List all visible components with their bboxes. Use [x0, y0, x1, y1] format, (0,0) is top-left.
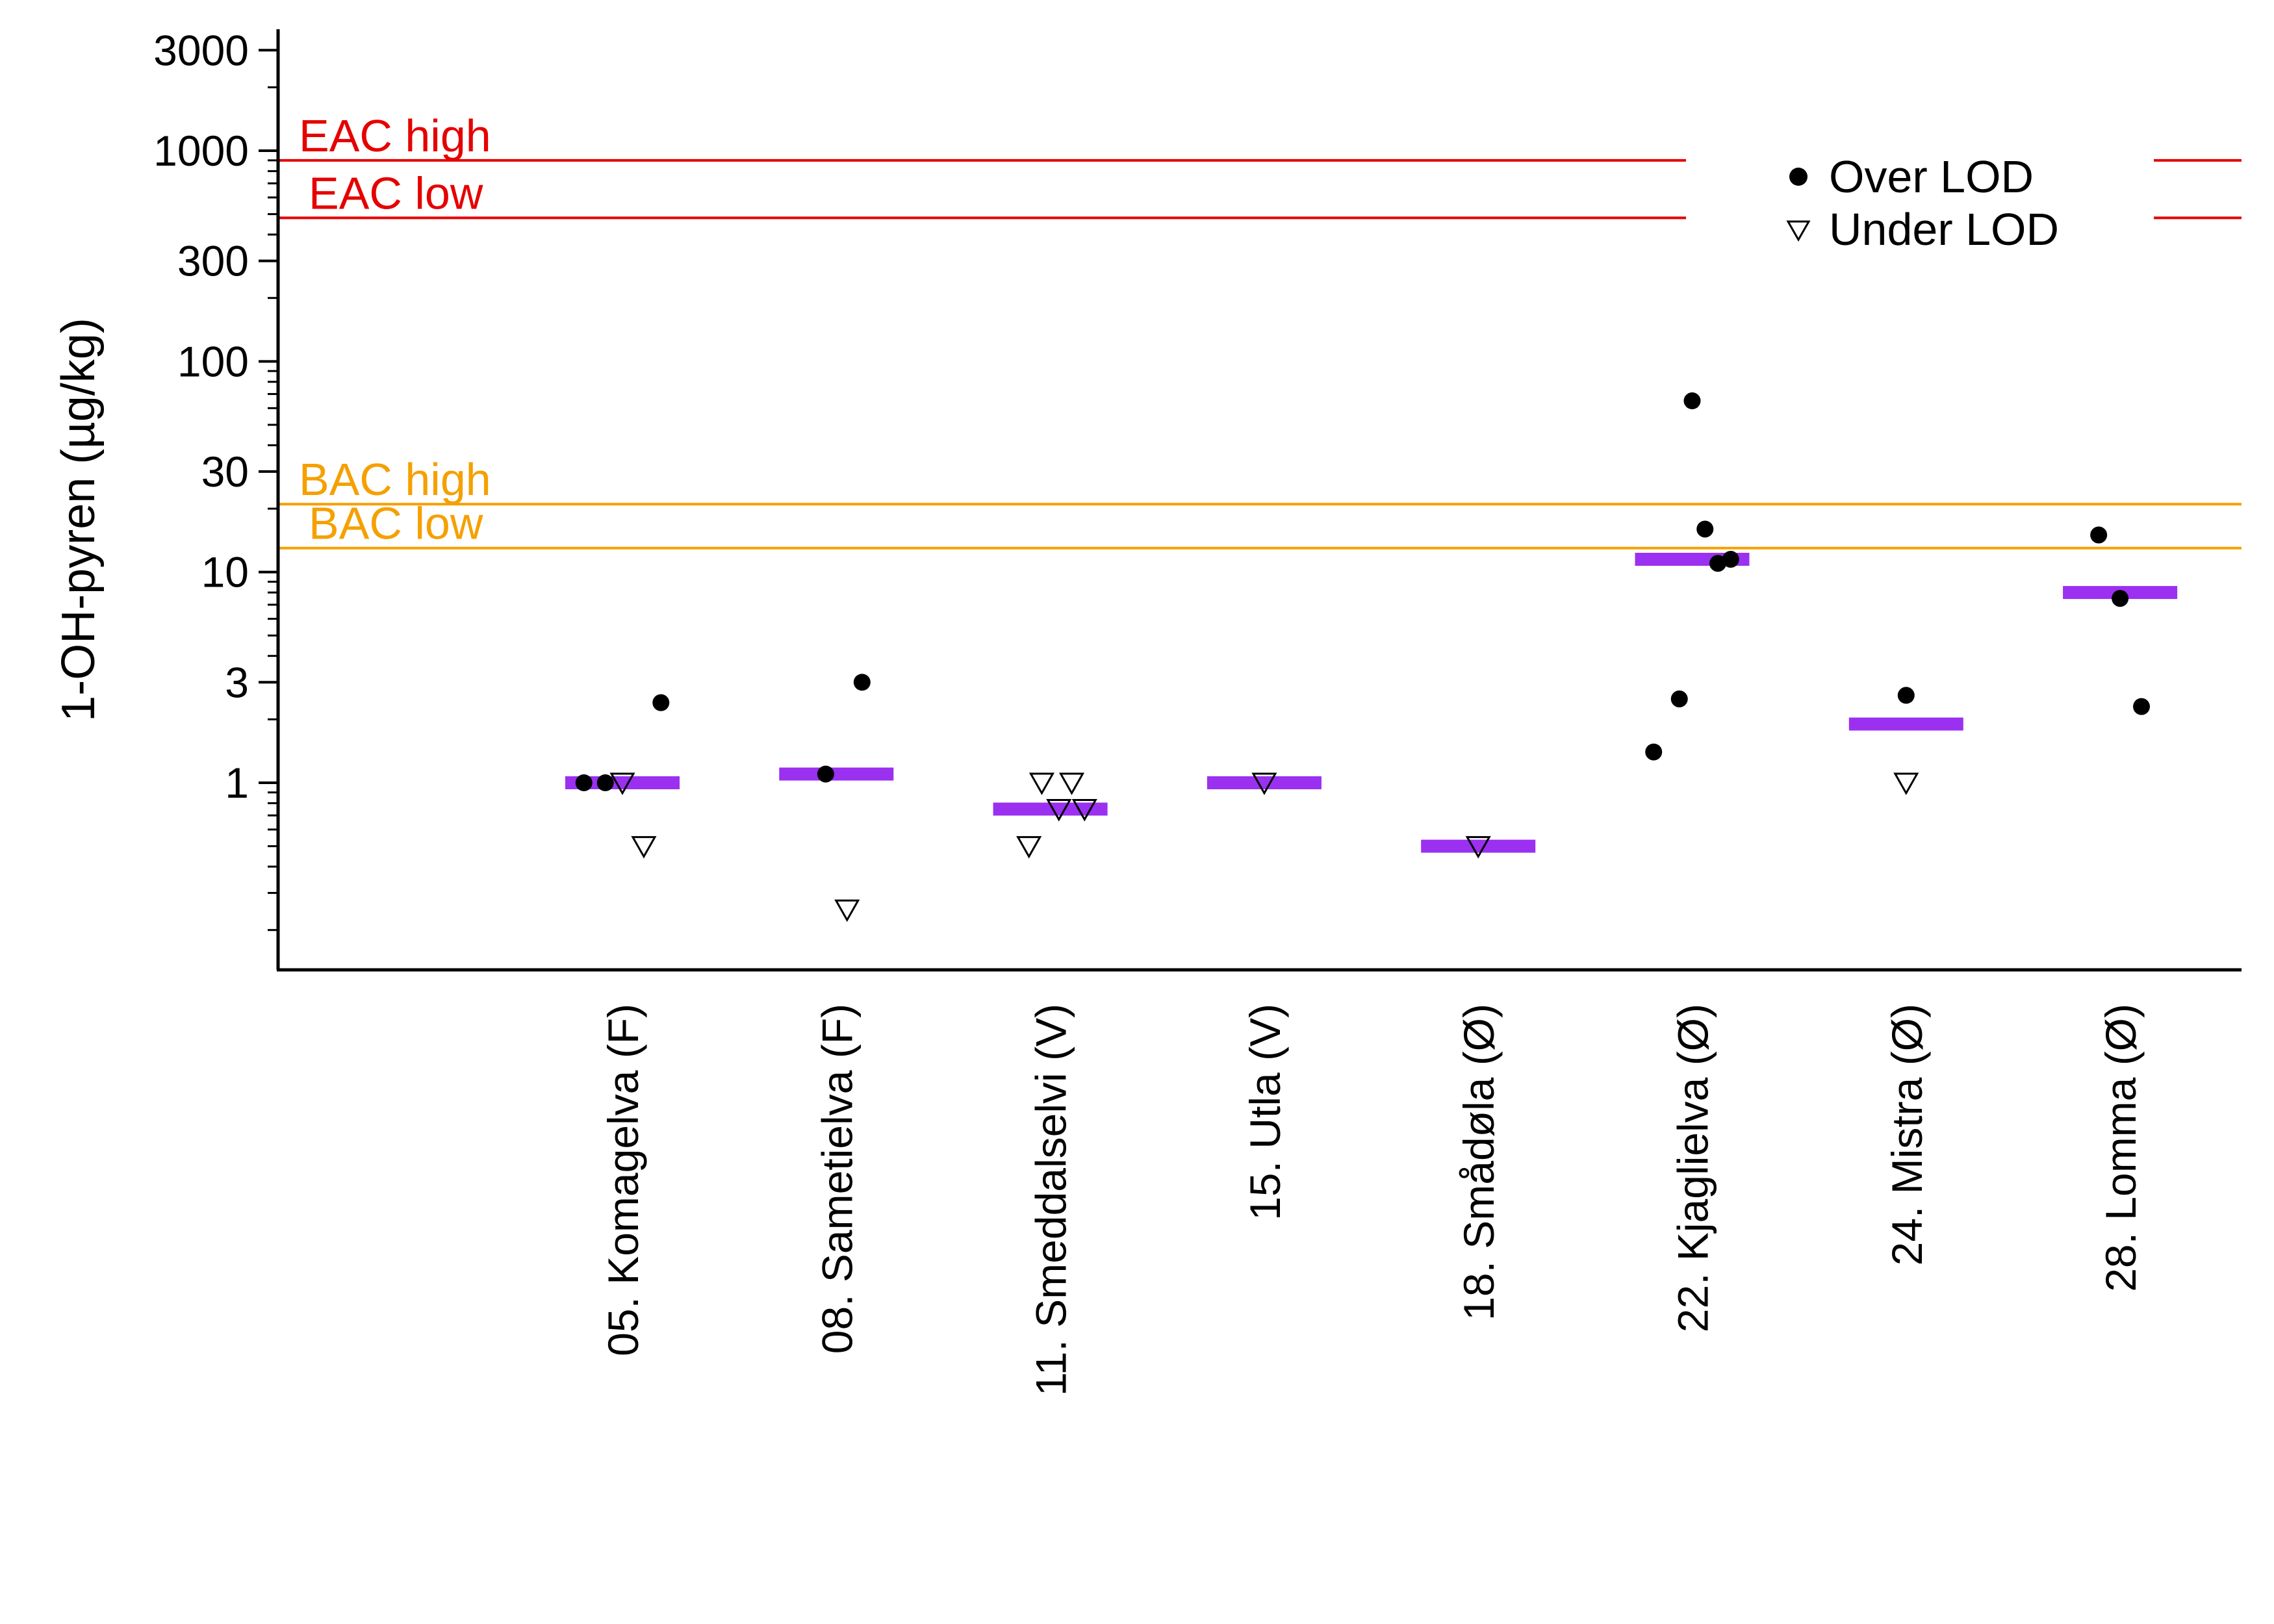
category-labels: 05. Komagelva (F) 08. Sametielva (F) 11. S…: [599, 1004, 2145, 1396]
point-under-lod: [1893, 772, 1919, 796]
point-under-lod: [1016, 836, 1042, 859]
ref-line-label: EAC high: [299, 110, 491, 161]
y-tick-label: 1000: [153, 127, 249, 175]
point-over-lod: [1709, 555, 1727, 572]
median-bar: [779, 767, 894, 781]
x-category-label: 05. Komagelva (F): [599, 1004, 647, 1356]
y-tick-label: 3000: [153, 26, 249, 74]
x-category-label: 28. Lomma (Ø): [2097, 1004, 2145, 1292]
median-bar: [1848, 717, 1963, 731]
point-over-lod: [652, 694, 670, 711]
median-bar: [565, 776, 680, 789]
median-bar: [1207, 776, 1322, 789]
point-over-lod: [2112, 590, 2129, 607]
ref-line-label: BAC low: [309, 498, 483, 549]
point-under-lod: [609, 772, 635, 796]
point-under-lod: [1071, 799, 1097, 822]
point-under-lod: [1046, 799, 1072, 822]
y-tick-label: 100: [177, 337, 249, 385]
x-category-label: 22. Kjaglielva (Ø): [1669, 1004, 1717, 1332]
median-bars: [565, 552, 2178, 853]
point-over-lod: [596, 774, 614, 791]
point-over-lod: [1722, 550, 1739, 568]
point-under-lod: [1251, 772, 1277, 796]
point-over-lod: [817, 765, 834, 783]
point-over-lod: [2090, 526, 2108, 544]
data-points: [575, 392, 2151, 922]
y-tick-label: 1: [225, 759, 249, 807]
point-under-lod: [1058, 772, 1085, 796]
x-category-label: 24. Mistra (Ø): [1883, 1004, 1931, 1265]
point-over-lod: [1645, 743, 1663, 761]
axes: 1 3 10 30 100 300 1000 3000: [153, 26, 2242, 972]
legend: Over LOD Under LOD: [1786, 151, 2059, 255]
legend-marker-over-lod: [1789, 168, 1808, 186]
point-over-lod: [1696, 520, 1714, 538]
legend-label-over-lod: Over LOD: [1829, 151, 2034, 202]
point-over-lod: [1897, 687, 1915, 704]
y-tick-label: 3: [225, 658, 249, 706]
point-over-lod: [1683, 392, 1701, 410]
point-under-lod: [631, 836, 657, 859]
legend-label-under-lod: Under LOD: [1829, 204, 2059, 255]
point-under-lod: [1028, 772, 1055, 796]
ref-line-label: EAC low: [309, 168, 483, 218]
median-bar: [1421, 839, 1536, 853]
point-over-lod: [2133, 698, 2151, 715]
point-over-lod: [575, 774, 593, 791]
legend-marker-under-lod: [1786, 220, 1811, 242]
y-tick-label: 300: [177, 237, 249, 285]
y-tick-label: 30: [201, 448, 249, 496]
x-category-label: 11. Smeddalselvi (V): [1027, 1004, 1075, 1396]
point-over-lod: [1670, 690, 1688, 707]
point-under-lod: [834, 899, 860, 922]
ref-line-label: BAC high: [299, 454, 491, 505]
median-bar: [993, 802, 1108, 816]
point-under-lod: [1465, 836, 1491, 859]
y-axis-title: 1-OH-pyren (µg/kg): [53, 318, 105, 722]
point-over-lod: [853, 674, 871, 691]
x-category-label: 18. Smådøla (Ø): [1455, 1004, 1503, 1321]
x-category-label: 08. Sametielva (F): [813, 1004, 861, 1354]
y-tick-label: 10: [201, 548, 249, 596]
x-category-label: 15. Utla (V): [1241, 1004, 1289, 1221]
